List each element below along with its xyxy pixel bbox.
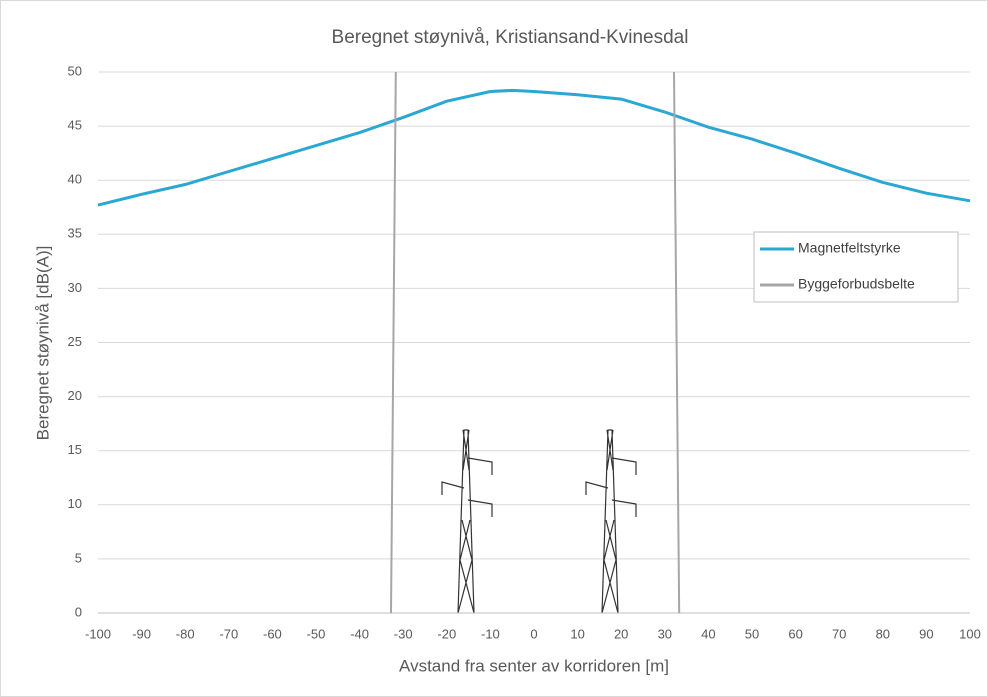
y-tick-label: 30 [68, 280, 82, 295]
y-tick-label: 50 [68, 63, 82, 78]
x-tick-label: 70 [832, 626, 846, 641]
x-tick-label: 80 [876, 626, 890, 641]
x-tick-label: 50 [745, 626, 759, 641]
y-tick-label: 25 [68, 334, 82, 349]
x-tick-label: -50 [307, 626, 326, 641]
chart: Beregnet støynivå, Kristiansand-Kvinesda… [0, 0, 988, 697]
x-tick-label: -70 [219, 626, 238, 641]
y-tick-label: 0 [75, 604, 82, 619]
chart-title: Beregnet støynivå, Kristiansand-Kvinesda… [332, 27, 689, 48]
y-tick-label: 15 [68, 442, 82, 457]
x-tick-label: 40 [701, 626, 715, 641]
x-tick-label: 90 [919, 626, 933, 641]
x-axis-label: Avstand fra senter av korridoren [m] [399, 656, 669, 675]
x-tick-label: -40 [350, 626, 369, 641]
x-tick-label: -100 [85, 626, 111, 641]
x-tick-label: 100 [959, 626, 981, 641]
x-tick-label: -30 [394, 626, 413, 641]
x-tick-label: 0 [530, 626, 537, 641]
x-tick-label: -10 [481, 626, 500, 641]
x-tick-label: -20 [437, 626, 456, 641]
y-tick-label: 5 [75, 550, 82, 565]
x-tick-label: 30 [658, 626, 672, 641]
x-tick-label: 10 [570, 626, 584, 641]
x-tick-label: 60 [788, 626, 802, 641]
x-tick-label: -60 [263, 626, 282, 641]
x-tick-label: -80 [176, 626, 195, 641]
y-tick-label: 10 [68, 496, 82, 511]
y-tick-label: 20 [68, 388, 82, 403]
x-tick-label: 20 [614, 626, 628, 641]
y-tick-label: 35 [68, 226, 82, 241]
legend-label: Magnetfeltstyrke [798, 240, 901, 256]
y-tick-label: 40 [68, 172, 82, 187]
legend-label: Byggeforbudsbelte [798, 276, 915, 292]
x-tick-label: -90 [132, 626, 151, 641]
chart-border [1, 1, 988, 697]
y-tick-label: 45 [68, 118, 82, 133]
page: {"chart_data": {"type": "line", "title":… [0, 0, 988, 697]
y-axis-label: Beregnet støynivå [dB(A)] [33, 246, 52, 441]
